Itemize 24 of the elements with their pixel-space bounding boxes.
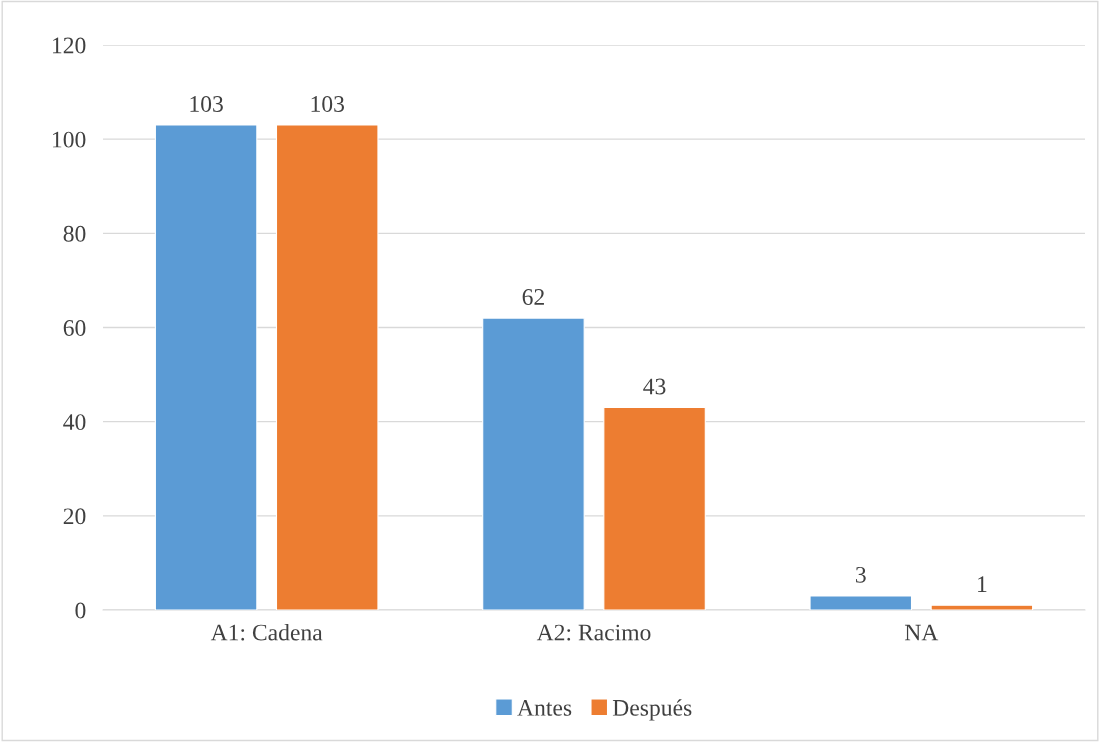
bar (275, 124, 379, 610)
legend-label: Antes (517, 699, 572, 716)
data-label: 3 (856, 566, 866, 583)
y-tick-label: 120 (52, 37, 86, 54)
data-label: 62 (522, 289, 544, 305)
y-tick-label: 60 (63, 319, 86, 336)
x-tick-label: A2: Racimo (536, 624, 651, 641)
data-label: 103 (311, 95, 345, 112)
data-label: 1 (978, 576, 987, 592)
bar (930, 604, 1034, 610)
legend-label: Después (612, 699, 692, 721)
data-label: 103 (190, 95, 223, 112)
bar (809, 595, 913, 610)
y-tick-label: 20 (63, 508, 86, 525)
x-tick-label: A1: Cadena (210, 623, 323, 641)
bar (154, 124, 258, 610)
y-tick-label: 100 (52, 131, 86, 148)
bar (603, 406, 706, 610)
y-tick-label: 0 (75, 602, 86, 619)
bar (482, 317, 585, 610)
data-label: 43 (643, 378, 666, 395)
x-tick-label: NA (904, 624, 939, 641)
y-tick-label: 80 (63, 225, 86, 242)
y-tick-label: 40 (63, 414, 86, 431)
